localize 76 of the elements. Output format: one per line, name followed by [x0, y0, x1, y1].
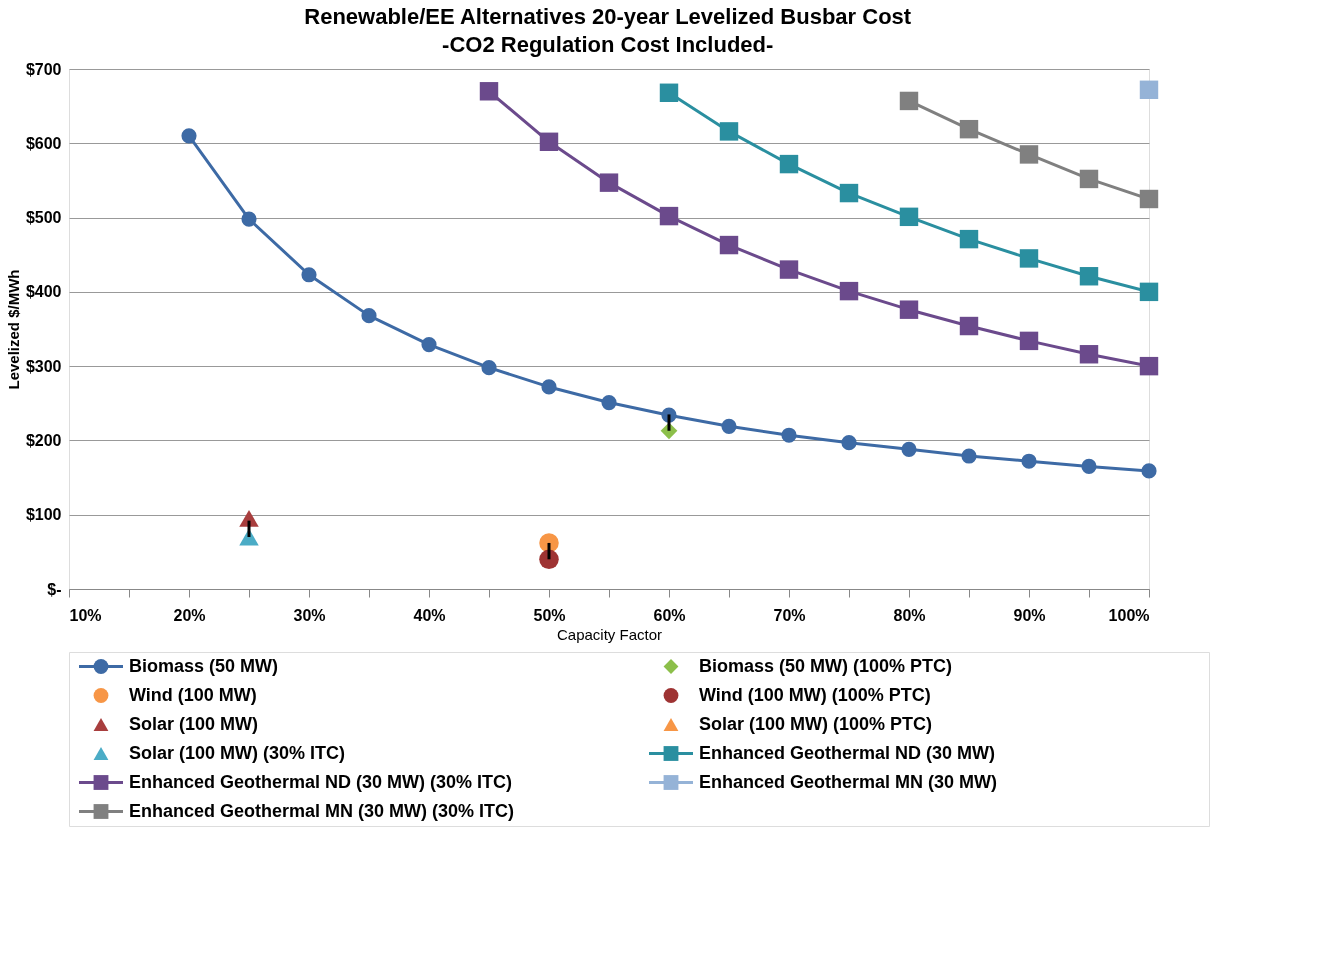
point: [1019, 249, 1039, 268]
point: [541, 379, 557, 395]
point: [361, 308, 377, 324]
legend-label: Wind (100 MW) (100% PTC): [699, 684, 931, 705]
point: [599, 173, 619, 192]
x-tick-label: 50%: [533, 606, 566, 624]
point: [961, 448, 977, 464]
legend-label: Enhanced Geothermal MN (30 MW): [699, 771, 998, 792]
y-tick-label: $400: [25, 283, 62, 301]
legend-label: Solar (100 MW) (30% ITC): [129, 742, 346, 763]
point: [899, 91, 919, 111]
point: [721, 418, 737, 434]
legend-label: Wind (100 MW): [129, 684, 257, 705]
chart-subtitle: -CO2 Regulation Cost Included-: [442, 31, 774, 57]
point: [301, 267, 317, 283]
x-tick-label: 30%: [293, 606, 326, 624]
point: [1019, 331, 1039, 351]
point: [539, 132, 559, 152]
y-tick-label: $600: [25, 134, 62, 152]
point: [901, 441, 917, 457]
legend-label: Solar (100 MW): [129, 713, 259, 734]
point: [781, 427, 797, 443]
point: [181, 128, 197, 144]
point: [779, 154, 799, 174]
y-tick-label: $500: [25, 209, 62, 227]
y-tick-label: $200: [25, 431, 62, 449]
point: [481, 360, 497, 376]
point: [1139, 282, 1159, 302]
point: [659, 83, 679, 102]
point: [959, 229, 979, 249]
legend-label: Enhanced Geothermal ND (30 MW): [699, 742, 996, 763]
y-axis-title: Levelized $/MWh: [4, 269, 22, 390]
x-tick-label: 10%: [69, 606, 102, 624]
point: [899, 300, 919, 319]
y-tick-label: $-: [47, 580, 62, 598]
point: [659, 206, 679, 226]
point: [959, 316, 979, 336]
point: [601, 394, 617, 411]
point: [241, 211, 257, 227]
point: [1019, 145, 1039, 164]
point: [899, 207, 919, 227]
point: [1141, 463, 1157, 479]
legend-label: Enhanced Geothermal ND (30 MW) (30% ITC): [129, 771, 513, 792]
point: [719, 235, 739, 255]
point: [1079, 169, 1099, 189]
point: [1021, 453, 1037, 469]
point: [479, 82, 499, 101]
x-tick-label: 20%: [173, 606, 206, 624]
point: [421, 337, 437, 353]
point: [1081, 458, 1097, 474]
legend-label: Solar (100 MW) (100% PTC): [699, 713, 933, 734]
x-axis-title: Capacity Factor: [556, 625, 663, 643]
x-tick-label: 100%: [1108, 606, 1150, 624]
point: [839, 281, 859, 301]
x-tick-label: 40%: [413, 606, 446, 624]
y-tick-label: $300: [25, 357, 62, 375]
x-tick-label: 70%: [773, 606, 806, 624]
point: [1139, 189, 1159, 209]
y-tick-label: $700: [25, 60, 62, 78]
y-tick-label: $100: [25, 506, 62, 524]
point: [1139, 356, 1159, 376]
point: [841, 435, 857, 451]
point: [959, 119, 979, 139]
chart-title: Renewable/EE Alternatives 20-year Levelized Busbar Cost: [304, 3, 912, 29]
point: [1079, 345, 1099, 364]
point: [719, 122, 739, 141]
point: [1079, 267, 1099, 286]
legend-label: Enhanced Geothermal MN (30 MW) (30% ITC): [129, 800, 515, 821]
x-tick-label: 80%: [893, 606, 926, 624]
point: [839, 183, 859, 203]
point: [779, 260, 799, 279]
legend-label: Biomass (50 MW) (100% PTC): [699, 655, 953, 676]
point: [1139, 80, 1159, 100]
legend-label: Biomass (50 MW): [129, 655, 279, 676]
x-tick-label: 60%: [653, 606, 686, 624]
x-tick-label: 90%: [1013, 606, 1046, 624]
